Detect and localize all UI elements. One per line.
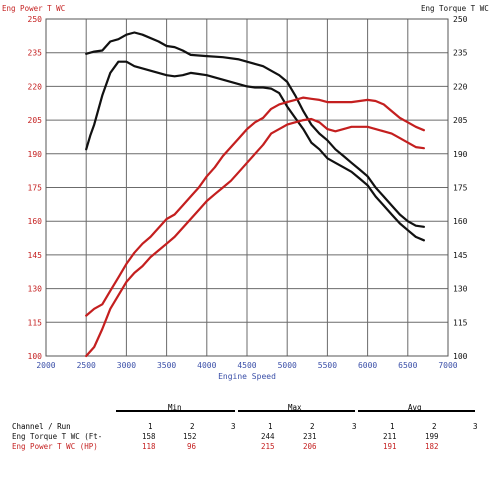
right-tick-label: 250 bbox=[453, 15, 468, 24]
run-header: 1 bbox=[148, 422, 153, 431]
power-avg-run1: 191 bbox=[383, 442, 397, 451]
right-tick-label: 160 bbox=[453, 217, 468, 226]
torque-avg-run2: 199 bbox=[425, 432, 439, 441]
run-header: 3 bbox=[352, 422, 357, 431]
torque-max-run2: 231 bbox=[303, 432, 317, 441]
left-tick-label: 220 bbox=[28, 82, 43, 91]
run-header: 3 bbox=[231, 422, 236, 431]
power-run1-line bbox=[85, 96, 425, 317]
right-tick-label: 220 bbox=[453, 82, 468, 91]
left-tick-label: 235 bbox=[28, 49, 43, 58]
power-min-run2: 96 bbox=[187, 442, 197, 451]
torque-run2-line bbox=[85, 60, 425, 242]
engine-dyno-chart: 2000 2500 3000 3500 4000 4500 5000 5500 6000 6500… bbox=[28, 15, 468, 381]
x-tick-label: 3000 bbox=[117, 361, 136, 370]
x-tick-label: 7000 bbox=[438, 361, 457, 370]
power-min-run1: 118 bbox=[142, 442, 156, 451]
x-tick-label: 6000 bbox=[358, 361, 377, 370]
x-tick-label: 4000 bbox=[197, 361, 216, 370]
run-header: 1 bbox=[268, 422, 273, 431]
x-tick-label: 5500 bbox=[318, 361, 337, 370]
right-axis-title: Eng Torque T WC bbox=[421, 4, 489, 13]
right-tick-label: 190 bbox=[453, 150, 468, 159]
run-header: 2 bbox=[190, 422, 195, 431]
torque-min-run2: 152 bbox=[183, 432, 197, 441]
left-tick-label: 145 bbox=[28, 251, 43, 260]
left-tick-label: 160 bbox=[28, 217, 43, 226]
left-tick-label: 250 bbox=[28, 15, 43, 24]
right-tick-label: 115 bbox=[453, 318, 468, 327]
left-tick-label: 175 bbox=[28, 184, 43, 193]
power-max-run2: 206 bbox=[303, 442, 317, 451]
x-tick-label: 5000 bbox=[278, 361, 297, 370]
left-tick-label: 190 bbox=[28, 150, 43, 159]
x-tick-label: 6500 bbox=[398, 361, 417, 370]
left-tick-label: 130 bbox=[28, 285, 43, 294]
rule-avg bbox=[358, 410, 475, 412]
row-label-power: Eng Power T WC (HP) bbox=[12, 442, 98, 451]
torque-avg-run1: 211 bbox=[383, 432, 397, 441]
right-tick-label: 145 bbox=[453, 251, 468, 260]
run-header: 2 bbox=[432, 422, 437, 431]
run-header: 1 bbox=[390, 422, 395, 431]
x-tick-label: 3500 bbox=[157, 361, 176, 370]
rule-max bbox=[238, 410, 355, 412]
run-header: 3 bbox=[473, 422, 478, 431]
plot-frame bbox=[45, 18, 449, 357]
power-run2-line bbox=[85, 117, 425, 358]
group-header-avg: Avg bbox=[408, 403, 422, 412]
left-axis-title: Eng Power T WC bbox=[2, 4, 66, 13]
run-header: 2 bbox=[310, 422, 315, 431]
stats-table: Min Max Avg Channel / Run 1 2 3 1 2 3 1 … bbox=[0, 398, 499, 478]
x-tick-label: 2500 bbox=[77, 361, 96, 370]
right-tick-label: 235 bbox=[453, 49, 468, 58]
torque-min-run1: 158 bbox=[142, 432, 156, 441]
left-tick-label: 115 bbox=[28, 318, 43, 327]
torque-run1-line bbox=[85, 31, 425, 228]
left-tick-label: 205 bbox=[28, 116, 43, 125]
left-tick-label: 100 bbox=[28, 352, 43, 361]
group-header-max: Max bbox=[288, 403, 302, 412]
right-tick-label: 175 bbox=[453, 184, 468, 193]
x-tick-label: 2000 bbox=[36, 361, 55, 370]
power-avg-run2: 182 bbox=[425, 442, 439, 451]
right-tick-label: 205 bbox=[453, 116, 468, 125]
rule-min bbox=[116, 410, 235, 412]
power-max-run1: 215 bbox=[261, 442, 275, 451]
x-axis-label: Engine Speed bbox=[218, 372, 276, 381]
right-tick-label: 130 bbox=[453, 285, 468, 294]
right-tick-label: 100 bbox=[453, 352, 468, 361]
x-tick-label: 4500 bbox=[237, 361, 256, 370]
torque-max-run1: 244 bbox=[261, 432, 275, 441]
row-label-torque: Eng Torque T WC (Ft- bbox=[12, 432, 103, 441]
group-header-min: Min bbox=[168, 403, 182, 412]
channel-run-label: Channel / Run bbox=[12, 422, 71, 431]
